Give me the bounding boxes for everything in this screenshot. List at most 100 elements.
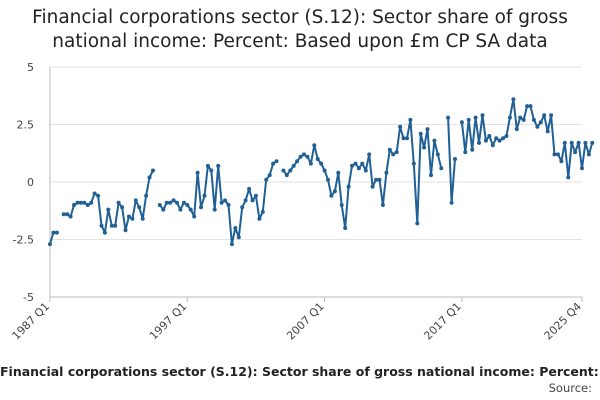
data-point [422,145,427,150]
data-point [391,152,396,157]
data-point [535,124,540,129]
data-point [295,159,300,164]
data-point [356,166,361,171]
data-point [68,214,73,219]
chart-title: Financial corporations sector (S.12): Se… [0,6,600,54]
footer-title: Financial corporations sector (S.12): Se… [0,364,600,379]
data-point [432,138,437,143]
data-point [212,207,217,212]
data-point [284,173,289,178]
data-point [250,198,255,203]
data-point [418,131,423,136]
data-point [281,168,286,173]
data-point [315,157,320,161]
data-point [473,115,478,120]
data-point [312,143,317,148]
gridlines [50,66,582,298]
data-point [590,140,595,145]
data-point [573,150,578,155]
data-point [490,143,495,148]
data-point [511,97,516,102]
x-axis: 1987 Q1 1997 Q1 2007 Q1 2017 Q1 2025 Q4 [10,67,585,343]
data-point [85,203,90,207]
x-tick-label: 1997 Q1 [147,300,190,343]
series-line [49,98,594,246]
x-tick-label: 2017 Q1 [421,300,464,343]
data-point [408,117,413,122]
data-point [113,223,118,228]
x-tick-label: 2025 Q4 [542,300,585,343]
data-point [580,166,584,171]
data-point [501,136,506,141]
y-tick-label: -2.5 [13,234,34,247]
data-point [89,200,94,205]
data-point [75,200,80,205]
data-point [168,200,173,205]
data-point [164,200,169,205]
data-point [144,193,149,198]
data-point [308,161,313,166]
data-point [137,205,142,210]
data-point [538,120,543,125]
y-tick-label: 2.5 [17,119,35,132]
y-tick-label: -5 [23,291,34,304]
data-point [298,154,303,159]
data-point [302,152,306,157]
data-point [562,140,567,145]
y-tick-label: 0 [27,176,34,189]
data-point [504,134,509,138]
data-point [463,150,468,155]
data-point [116,200,121,205]
data-point [54,230,59,235]
chart-title-line-1: Financial corporations sector (S.12): Se… [32,7,568,28]
chart-title-line-2: national income: Percent: Based upon £m … [52,31,548,52]
data-point [429,173,433,178]
data-point [477,140,481,145]
data-point [497,138,502,143]
data-point [525,104,530,109]
data-point [387,147,392,152]
data-point [411,161,416,166]
data-point [291,163,296,168]
data-point [566,175,571,180]
data-point [415,221,420,226]
data-point [559,159,564,164]
data-point [140,216,145,221]
data-point [322,168,327,173]
data-point [102,230,107,235]
data-point [216,163,221,168]
data-point [583,140,588,145]
data-point [339,203,344,207]
data-point [343,226,348,230]
data-point [240,205,245,210]
data-point [199,205,203,210]
data-point [425,127,430,132]
data-point [175,200,179,205]
data-point [92,191,97,196]
data-point [99,223,104,228]
data-point [350,163,354,168]
data-point [209,168,214,173]
data-point [556,152,560,157]
data-point [123,228,128,233]
data-point [226,203,231,207]
data-point [205,163,210,168]
data-point [65,212,70,217]
data-point [363,168,368,173]
data-point [171,198,176,203]
data-point [106,207,111,212]
y-axis: 5 2.5 0 -2.5 -5 [13,61,34,304]
data-point [449,200,454,205]
series-segment [460,98,594,179]
data-point [120,205,125,210]
data-point [130,216,135,221]
data-point [161,207,166,212]
data-point [586,152,591,157]
data-point [353,161,358,166]
data-point [78,200,83,205]
data-point [528,104,533,109]
data-point [377,177,382,182]
data-point [51,230,56,235]
data-point [48,242,52,247]
data-point [394,150,399,155]
